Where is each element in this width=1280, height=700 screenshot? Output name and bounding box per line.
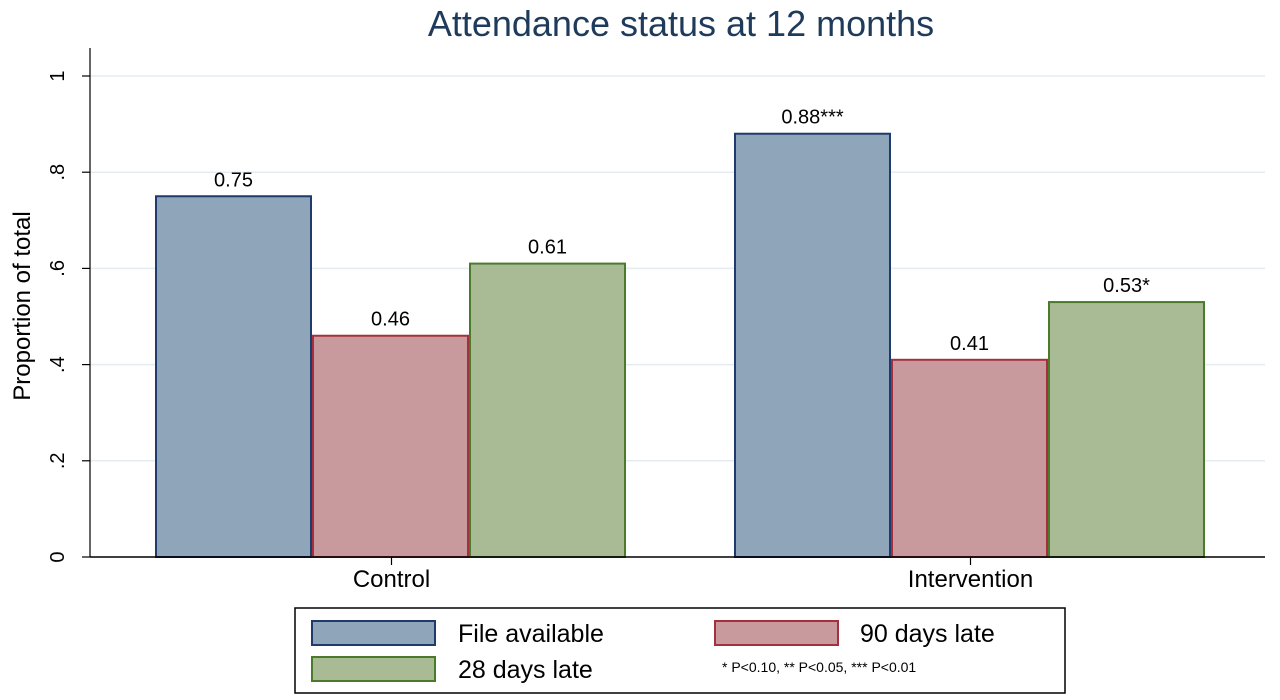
- legend-swatch-90-days-late: [714, 620, 839, 646]
- x-axis: Control Intervention: [90, 556, 1265, 593]
- y-tick-label: .4: [47, 356, 69, 373]
- legend-swatch-28-days-late: [311, 656, 436, 682]
- bar-28-days-late-control: [469, 262, 626, 558]
- y-axis: 0 .2 .4 .6 .8 1: [47, 48, 91, 563]
- x-tick-label-control: Control: [353, 566, 430, 593]
- data-label: 0.53*: [1103, 275, 1150, 297]
- data-label: 0.61: [528, 237, 567, 259]
- bar-90-days-late-control: [312, 334, 469, 558]
- data-label: 0.46: [371, 309, 410, 331]
- y-tick-label: .2: [47, 452, 69, 469]
- y-tick-label: 0: [47, 551, 69, 562]
- bar-file-available-control: [155, 195, 312, 558]
- bar-90-days-late-intervention: [891, 358, 1048, 559]
- legend-significance-note: * P<0.10, ** P<0.05, *** P<0.01: [722, 659, 916, 675]
- legend-label-file-available: File available: [458, 620, 604, 648]
- y-axis-label: Proportion of total: [9, 211, 36, 400]
- x-tick-label-intervention: Intervention: [908, 566, 1033, 593]
- y-tick-label: .8: [47, 164, 69, 181]
- y-tick-label: 1: [47, 70, 69, 81]
- data-label: 0.75: [214, 169, 253, 191]
- data-label: 0.88***: [781, 107, 843, 129]
- chart-title: Attendance status at 12 months: [428, 3, 934, 44]
- legend-swatch-file-available: [311, 620, 436, 646]
- data-label: 0.41: [950, 333, 989, 355]
- bar-28-days-late-intervention: [1048, 301, 1205, 558]
- bars: 0.75 0.46 0.61 0.88*** 0.41 0.53*: [155, 107, 1205, 559]
- y-tick-label: .6: [47, 260, 69, 277]
- legend-label-90-days-late: 90 days late: [860, 620, 995, 648]
- legend: File available 90 days late 28 days late…: [294, 607, 1066, 694]
- legend-label-28-days-late: 28 days late: [458, 656, 593, 684]
- bar-file-available-intervention: [734, 132, 891, 558]
